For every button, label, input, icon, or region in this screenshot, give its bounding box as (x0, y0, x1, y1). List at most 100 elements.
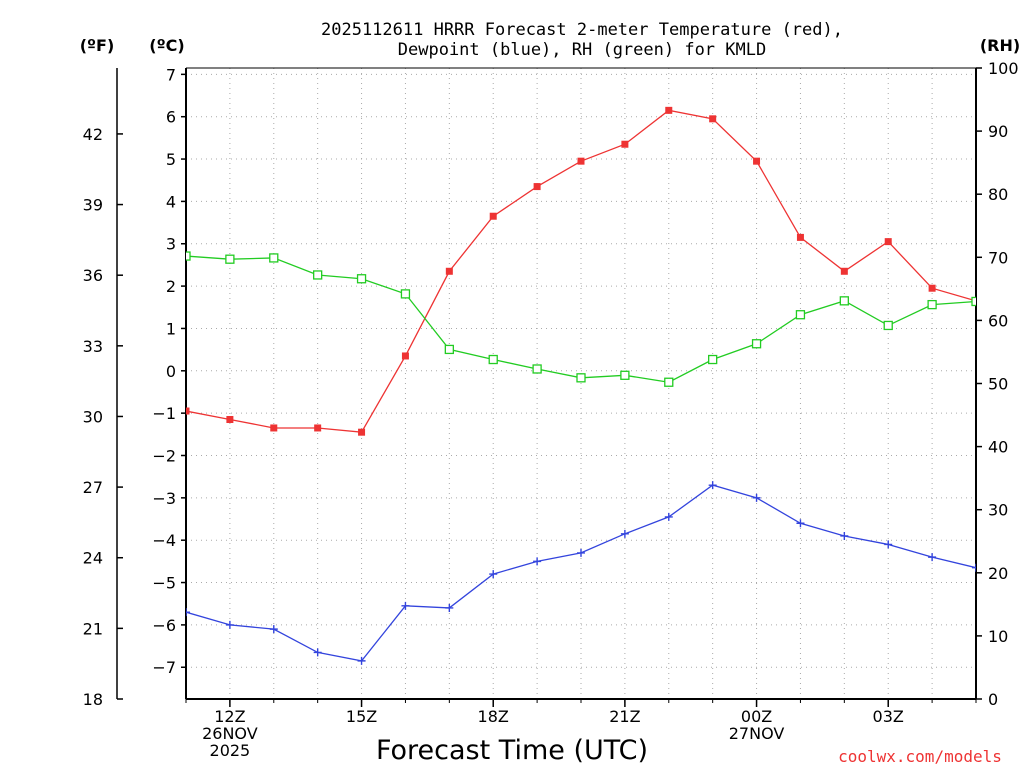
celsius-tick-label: −1 (152, 404, 176, 423)
fahrenheit-tick-label: 33 (83, 337, 103, 356)
fahrenheit-unit-label: (ºF) (80, 36, 115, 55)
rh-point (400, 289, 411, 299)
fahrenheit-tick-label: 27 (83, 478, 103, 497)
dewpoint-point (445, 603, 454, 612)
dewpoint-point (225, 620, 234, 629)
dewpoint-point (313, 648, 322, 657)
temperature-point (709, 115, 717, 123)
temperature-point (226, 415, 234, 423)
dewpoint-point (269, 625, 278, 634)
celsius-tick-label: 6 (166, 108, 176, 127)
temperature-point (358, 428, 366, 436)
dewpoint-point (840, 531, 849, 540)
temperature-point (186, 407, 190, 415)
dewpoint-point (752, 493, 761, 502)
rh-tick-label: 90 (988, 122, 1008, 141)
dewpoint-point (533, 557, 542, 566)
dewpoint-point (664, 512, 673, 521)
celsius-tick-label: 5 (166, 150, 176, 169)
dewpoint-point (186, 608, 190, 617)
rh-point (576, 373, 586, 383)
dewpoint-point (708, 481, 717, 490)
x-tick-label: 27NOV (729, 724, 785, 743)
celsius-unit-label: (ºC) (149, 36, 184, 55)
dewpoint-point (401, 601, 410, 610)
rh-point (225, 254, 235, 264)
temperature-point (665, 106, 673, 114)
celsius-tick-label: 3 (166, 235, 176, 254)
chart-title-line2: Dewpoint (blue), RH (green) for KMLD (398, 40, 766, 60)
celsius-tick-label: −4 (152, 531, 176, 550)
rh-tick-label: 20 (988, 564, 1008, 583)
x-tick-label: 21Z (609, 707, 640, 726)
rh-point (444, 344, 454, 355)
celsius-tick-label: 2 (166, 277, 176, 296)
series-0-group (186, 106, 976, 436)
rh-point (620, 370, 630, 380)
temperature-point (884, 238, 892, 246)
credit-label: coolwx.com/models (838, 747, 1002, 766)
x-tick-label: 18Z (478, 707, 509, 726)
rh-point (795, 310, 806, 320)
x-tick-label: 2025 (210, 741, 251, 760)
temperature-point (753, 157, 761, 165)
celsius-tick-label: 0 (166, 362, 176, 381)
temperature-point (270, 424, 278, 432)
rh-tick-label: 100 (988, 59, 1019, 78)
series-2-group (186, 251, 976, 387)
rh-unit-label: (RH) (980, 36, 1020, 55)
temperature-point (533, 183, 541, 191)
rh-tick-label: 80 (988, 185, 1008, 204)
rh-point (839, 296, 849, 306)
rh-point (927, 299, 937, 310)
dewpoint-point (577, 548, 585, 557)
axes: 76543210−1−2−3−4−5−6−7423936333027242118… (83, 59, 1019, 760)
temperature-point (489, 212, 497, 220)
celsius-tick-label: −2 (152, 446, 176, 465)
temperature-point (796, 233, 804, 241)
temperature-point (621, 140, 629, 148)
x-tick-label: 26NOV (202, 724, 258, 743)
fahrenheit-tick-label: 21 (83, 619, 103, 638)
fahrenheit-tick-label: 36 (83, 266, 103, 285)
dewpoint-point (972, 563, 976, 572)
temperature-point (314, 424, 322, 432)
rh-point (751, 339, 762, 349)
x-tick-label: 15Z (346, 707, 377, 726)
fahrenheit-tick-label: 30 (83, 407, 103, 426)
x-axis-title: Forecast Time (UTC) (376, 735, 648, 766)
dewpoint-point (928, 553, 937, 562)
rh-point (971, 296, 976, 307)
temperature-point (445, 267, 453, 275)
data-series (186, 106, 976, 665)
dewpoint-point (884, 540, 893, 549)
x-tick-label: 12Z (214, 707, 245, 726)
fahrenheit-tick-label: 39 (83, 196, 103, 215)
rh-tick-label: 70 (988, 248, 1008, 267)
rh-point (356, 274, 367, 284)
rh-point (664, 377, 674, 387)
temperature-point (577, 157, 585, 165)
gridlines (185, 68, 977, 699)
fahrenheit-tick-label: 18 (83, 690, 103, 709)
fahrenheit-tick-label: 42 (83, 125, 103, 144)
rh-tick-label: 30 (988, 501, 1008, 520)
rh-point (532, 364, 542, 374)
dewpoint-point (489, 570, 498, 579)
temperature-point (401, 352, 409, 360)
rh-tick-label: 0 (988, 690, 998, 709)
dewpoint-point (357, 656, 366, 665)
rh-tick-label: 50 (988, 375, 1008, 394)
rh-point (883, 320, 893, 331)
dewpoint-point (796, 519, 805, 528)
temperature-point (928, 284, 936, 292)
rh-tick-label: 10 (988, 627, 1008, 646)
rh-point (186, 251, 191, 261)
celsius-tick-label: 4 (166, 192, 176, 211)
x-tick-label: 03Z (873, 707, 904, 726)
rh-point (269, 253, 279, 263)
rh-tick-label: 40 (988, 438, 1008, 457)
chart-title-line1: 2025112611 HRRR Forecast 2-meter Tempera… (321, 20, 843, 40)
